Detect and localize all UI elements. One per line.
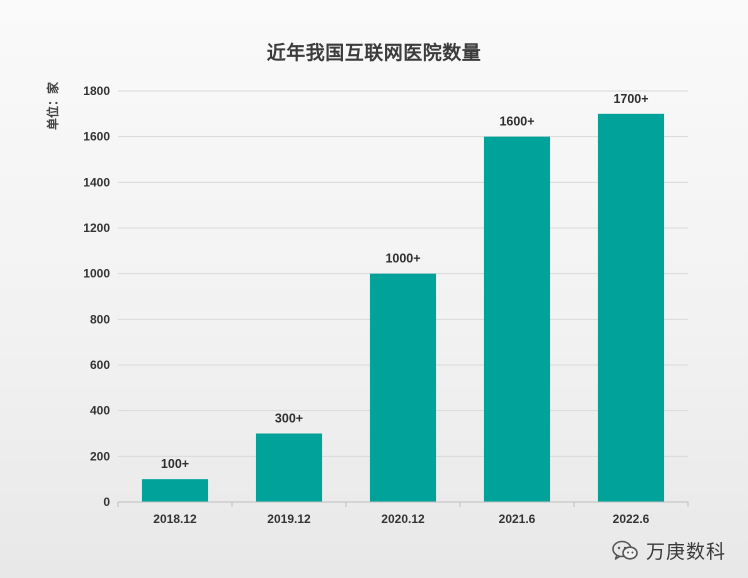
bar-2018.12 — [141, 479, 209, 502]
x-tick-label: 2020.12 — [381, 512, 425, 526]
y-tick-label: 1400 — [83, 175, 110, 189]
x-tick-label: 2021.6 — [499, 512, 536, 526]
bar-2022.6 — [597, 113, 665, 502]
y-tick-label: 1000 — [83, 267, 110, 281]
data-label: 300+ — [275, 412, 303, 426]
watermark: 万庚数科 — [612, 537, 726, 564]
y-axis-ticks: 0 200 400 600 800 1000 1200 1400 1600 1800 — [83, 84, 110, 509]
x-tick-label: 2022.6 — [613, 512, 650, 526]
x-axis-ticks: 2018.12 2019.12 2020.12 2021.6 2022.6 — [117, 502, 689, 526]
y-tick-label: 1800 — [83, 84, 110, 98]
data-label: 100+ — [161, 457, 189, 471]
y-tick-label: 1200 — [83, 221, 110, 235]
y-tick-label: 400 — [90, 404, 110, 418]
bars — [141, 113, 665, 502]
x-tick-label: 2018.12 — [153, 512, 197, 526]
watermark-text: 万庚数科 — [645, 542, 726, 563]
y-axis-unit-label: 单位：家 — [46, 81, 60, 130]
y-tick-label: 200 — [90, 449, 110, 463]
x-tick-label: 2019.12 — [267, 512, 311, 526]
data-labels: 100+ 300+ 1000+ 1600+ 1700+ — [161, 92, 649, 471]
y-tick-label: 0 — [103, 495, 110, 509]
data-label: 1600+ — [499, 115, 534, 129]
y-tick-label: 1600 — [83, 130, 110, 144]
data-label: 1000+ — [385, 252, 420, 266]
bar-2019.12 — [255, 433, 323, 502]
chart-title: 近年我国互联网医院数量 — [266, 43, 482, 64]
data-label: 1700+ — [613, 92, 648, 106]
bar-2020.12 — [369, 273, 437, 502]
bar-2021.6 — [483, 136, 551, 502]
y-tick-label: 600 — [90, 358, 110, 372]
y-tick-label: 800 — [90, 312, 110, 326]
wechat-icon — [612, 540, 638, 562]
